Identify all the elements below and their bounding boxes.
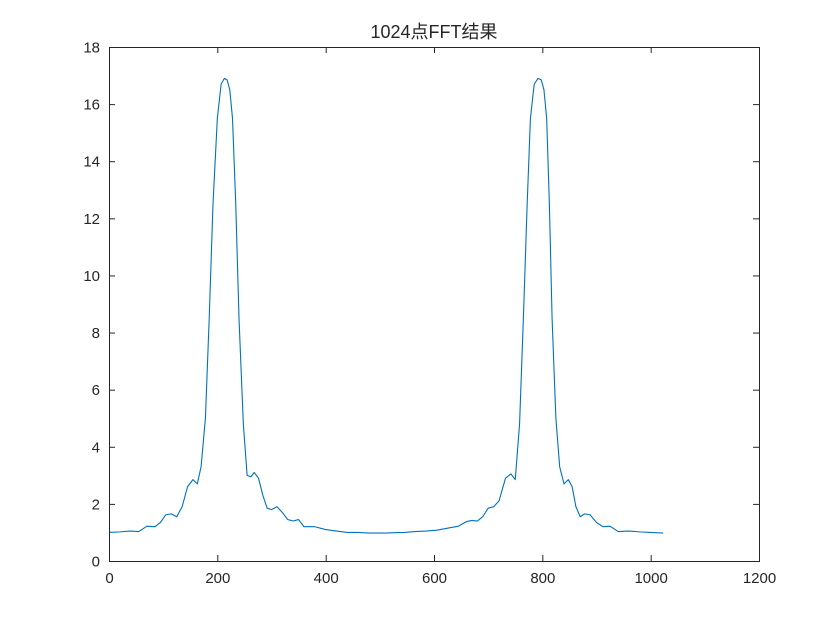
y-tick-label: 18 [83, 40, 100, 57]
x-tick-label: 800 [530, 570, 555, 587]
y-tick-label: 2 [92, 496, 100, 513]
y-tick-label: 16 [83, 97, 100, 114]
x-tick-label: 400 [314, 570, 339, 587]
y-tick-label: 12 [83, 211, 100, 228]
y-tick-label: 10 [83, 268, 100, 285]
series-layer [108, 77, 664, 534]
x-tick-label: 0 [105, 570, 113, 587]
x-tick-label: 1200 [743, 570, 776, 587]
x-tick-label: 200 [205, 570, 230, 587]
series-line [108, 77, 664, 534]
chart-title: 1024点FFT结果 [370, 22, 497, 42]
x-tick-label: 600 [422, 570, 447, 587]
y-axis-ticks: 0 2 4 6 8 10 12 14 16 18 [83, 40, 759, 571]
y-tick-label: 8 [92, 325, 100, 342]
y-tick-label: 0 [92, 554, 100, 571]
x-tick-label: 1000 [634, 570, 667, 587]
y-tick-label: 14 [83, 154, 100, 171]
x-axis-ticks: 0 200 400 600 800 1000 1200 [105, 47, 776, 587]
y-tick-label: 6 [92, 382, 100, 399]
y-tick-label: 4 [92, 439, 100, 456]
plot-area [109, 47, 759, 561]
